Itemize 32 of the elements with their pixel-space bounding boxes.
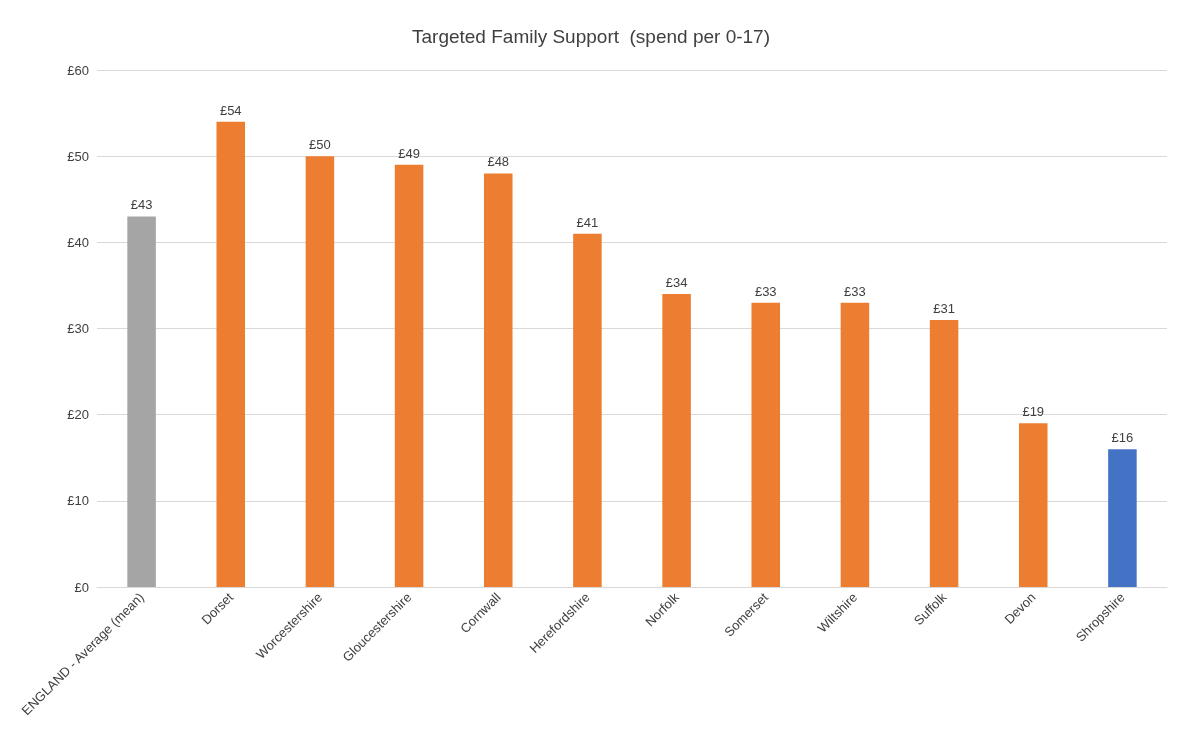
bar [216, 121, 246, 587]
y-tick-label: £30 [67, 321, 89, 336]
bar [1108, 449, 1137, 587]
bar [394, 164, 424, 587]
y-tick-label: £20 [67, 407, 89, 423]
data-label: £54 [219, 102, 242, 118]
data-label: £49 [398, 145, 420, 161]
bar [305, 156, 335, 587]
y-tick-label: £10 [67, 493, 89, 509]
y-tick-label: £0 [74, 579, 89, 595]
data-label: £48 [487, 154, 510, 170]
data-label: £33 [754, 283, 777, 299]
chart-title: Targeted Family Support (spend per 0-17) [411, 26, 771, 47]
data-label: £43 [130, 197, 153, 213]
bar [573, 233, 602, 587]
bar [127, 216, 156, 587]
data-label: £33 [844, 283, 866, 299]
bar [1018, 423, 1048, 587]
data-label: £34 [665, 275, 688, 291]
bar [483, 173, 513, 587]
data-label: £41 [576, 214, 599, 230]
y-tick-label: £50 [67, 148, 89, 164]
bar [751, 302, 781, 587]
data-label: £50 [309, 137, 331, 153]
y-tick-label: £40 [67, 234, 89, 250]
y-tick-label: £60 [67, 62, 89, 78]
data-label: £31 [933, 300, 955, 316]
bar [929, 319, 959, 587]
data-label: £19 [1022, 404, 1045, 420]
data-label: £16 [1111, 430, 1134, 446]
bar [662, 294, 691, 587]
bar [840, 302, 870, 587]
